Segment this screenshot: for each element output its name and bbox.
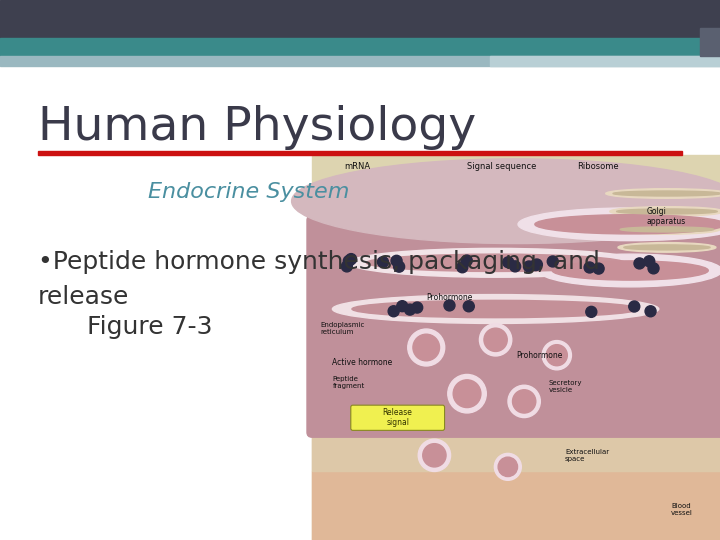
Ellipse shape: [352, 300, 639, 318]
Text: Endoplasmic
reticulum: Endoplasmic reticulum: [320, 322, 364, 335]
Circle shape: [547, 256, 558, 267]
Text: release: release: [38, 285, 130, 309]
Text: mRNA: mRNA: [345, 162, 371, 171]
Text: Ribosome: Ribosome: [577, 162, 618, 171]
Text: Golgi
apparatus: Golgi apparatus: [647, 207, 686, 226]
Circle shape: [453, 380, 481, 408]
Circle shape: [448, 374, 486, 413]
Circle shape: [546, 345, 567, 366]
Circle shape: [444, 300, 455, 311]
Circle shape: [408, 329, 445, 366]
Text: Peptide
fragment: Peptide fragment: [333, 376, 364, 389]
Bar: [0, 66, 720, 540]
Text: Release
signal: Release signal: [383, 408, 413, 427]
Circle shape: [586, 306, 597, 318]
Circle shape: [346, 254, 356, 265]
Ellipse shape: [624, 245, 710, 250]
Circle shape: [508, 385, 540, 417]
Circle shape: [463, 301, 474, 312]
Ellipse shape: [613, 191, 720, 196]
Circle shape: [377, 256, 389, 267]
Ellipse shape: [535, 215, 720, 234]
Circle shape: [413, 334, 439, 361]
Ellipse shape: [518, 208, 720, 241]
Circle shape: [629, 301, 640, 312]
Circle shape: [530, 260, 541, 271]
Ellipse shape: [333, 294, 659, 323]
Circle shape: [648, 263, 659, 274]
Bar: [490, 56, 720, 66]
Bar: [0, 56, 720, 66]
Circle shape: [391, 255, 402, 266]
Circle shape: [343, 255, 354, 267]
Text: Secretory
vesicle: Secretory vesicle: [549, 380, 582, 393]
Circle shape: [397, 301, 408, 312]
Circle shape: [531, 259, 542, 270]
Text: Prohormone: Prohormone: [426, 293, 472, 302]
Ellipse shape: [348, 248, 642, 277]
FancyBboxPatch shape: [307, 215, 720, 437]
Circle shape: [480, 323, 512, 356]
Circle shape: [644, 256, 654, 267]
Text: •Peptide hormone synthesis, packaging, and: •Peptide hormone synthesis, packaging, a…: [38, 250, 600, 274]
Circle shape: [462, 255, 472, 266]
Circle shape: [503, 257, 514, 268]
Circle shape: [498, 457, 518, 477]
Circle shape: [634, 258, 645, 269]
Circle shape: [495, 454, 521, 480]
Ellipse shape: [366, 254, 625, 272]
Ellipse shape: [539, 254, 720, 287]
Ellipse shape: [617, 209, 717, 214]
Bar: [0, 0, 720, 38]
Circle shape: [388, 306, 399, 317]
Circle shape: [456, 262, 468, 273]
Bar: [312, 471, 720, 540]
Text: Figure 7-3: Figure 7-3: [55, 315, 212, 339]
Bar: [38, 151, 682, 155]
Circle shape: [418, 439, 451, 471]
Circle shape: [584, 262, 595, 273]
Text: Blood
vessel: Blood vessel: [671, 503, 693, 516]
Circle shape: [513, 390, 536, 413]
Circle shape: [405, 304, 415, 315]
Circle shape: [341, 261, 352, 272]
Circle shape: [510, 261, 521, 272]
Ellipse shape: [606, 188, 720, 198]
Bar: [312, 432, 720, 471]
Text: Prohormone: Prohormone: [516, 350, 562, 360]
Text: Extracellular
space: Extracellular space: [565, 449, 609, 462]
Ellipse shape: [610, 207, 720, 217]
Circle shape: [423, 444, 446, 467]
Circle shape: [484, 328, 508, 352]
Bar: [0, 38, 720, 56]
Ellipse shape: [614, 225, 720, 234]
Text: Human Physiology: Human Physiology: [38, 105, 476, 150]
Circle shape: [542, 341, 572, 370]
Bar: [700, 28, 720, 56]
Text: Signal sequence: Signal sequence: [467, 162, 536, 171]
Bar: [312, 155, 720, 540]
FancyBboxPatch shape: [351, 405, 444, 430]
Circle shape: [412, 302, 423, 313]
Ellipse shape: [292, 159, 720, 244]
Text: Active hormone: Active hormone: [333, 359, 392, 367]
Circle shape: [523, 261, 534, 272]
Ellipse shape: [618, 242, 716, 252]
Circle shape: [593, 263, 604, 274]
Ellipse shape: [552, 261, 708, 280]
Circle shape: [645, 306, 656, 317]
Text: Endocrine System: Endocrine System: [148, 182, 349, 202]
Ellipse shape: [621, 227, 714, 232]
Circle shape: [394, 261, 405, 272]
